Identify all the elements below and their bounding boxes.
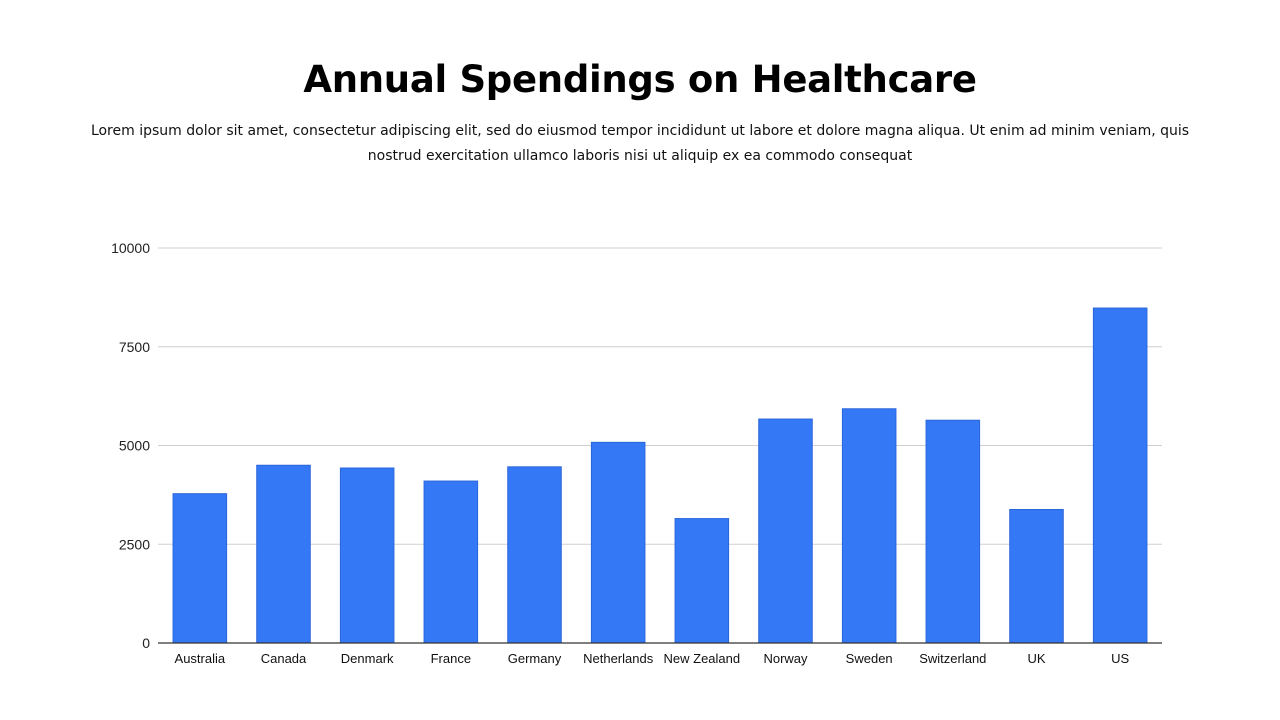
x-tick-label: Norway [763,651,808,666]
x-tick-label: France [431,651,471,666]
bar-canada [256,464,311,644]
x-axis-ticks: Australia Canada Denmark France Germany Nethe… [175,651,1130,666]
bar-uk [1009,508,1064,644]
x-tick-label: Australia [175,651,226,666]
x-tick-label: Germany [508,651,562,666]
bar-sweden [841,408,897,644]
y-tick-label: 7500 [119,339,150,355]
x-tick-label: US [1111,651,1129,666]
bar-australia [172,493,228,644]
gridlines [158,247,1162,545]
y-tick-label: 2500 [119,536,150,552]
bar-norway [758,418,813,644]
bar-france [423,480,479,644]
y-tick-label: 10000 [111,240,150,256]
chart-title: Annual Spendings on Healthcare [303,58,977,101]
y-axis-ticks: 0 2500 5000 7500 10000 [111,240,150,651]
bar-netherlands [590,441,646,644]
x-tick-label: Sweden [846,651,893,666]
x-tick-label: UK [1027,651,1045,666]
x-tick-label: Denmark [341,651,394,666]
x-tick-label: Switzerland [919,651,986,666]
bar-new-zealand [674,518,730,644]
bar-germany [507,466,562,644]
y-tick-label: 5000 [119,438,150,454]
chart-subtitle: Lorem ipsum dolor sit amet, consectetur … [90,123,1190,164]
x-tick-label: Canada [261,651,307,666]
x-tick-label: Netherlands [583,651,654,666]
bars [172,307,1148,644]
bar-us [1092,307,1148,644]
bar-switzerland [925,419,981,644]
y-tick-label: 0 [142,635,150,651]
bar-denmark [339,467,395,644]
x-tick-label: New Zealand [664,651,741,666]
